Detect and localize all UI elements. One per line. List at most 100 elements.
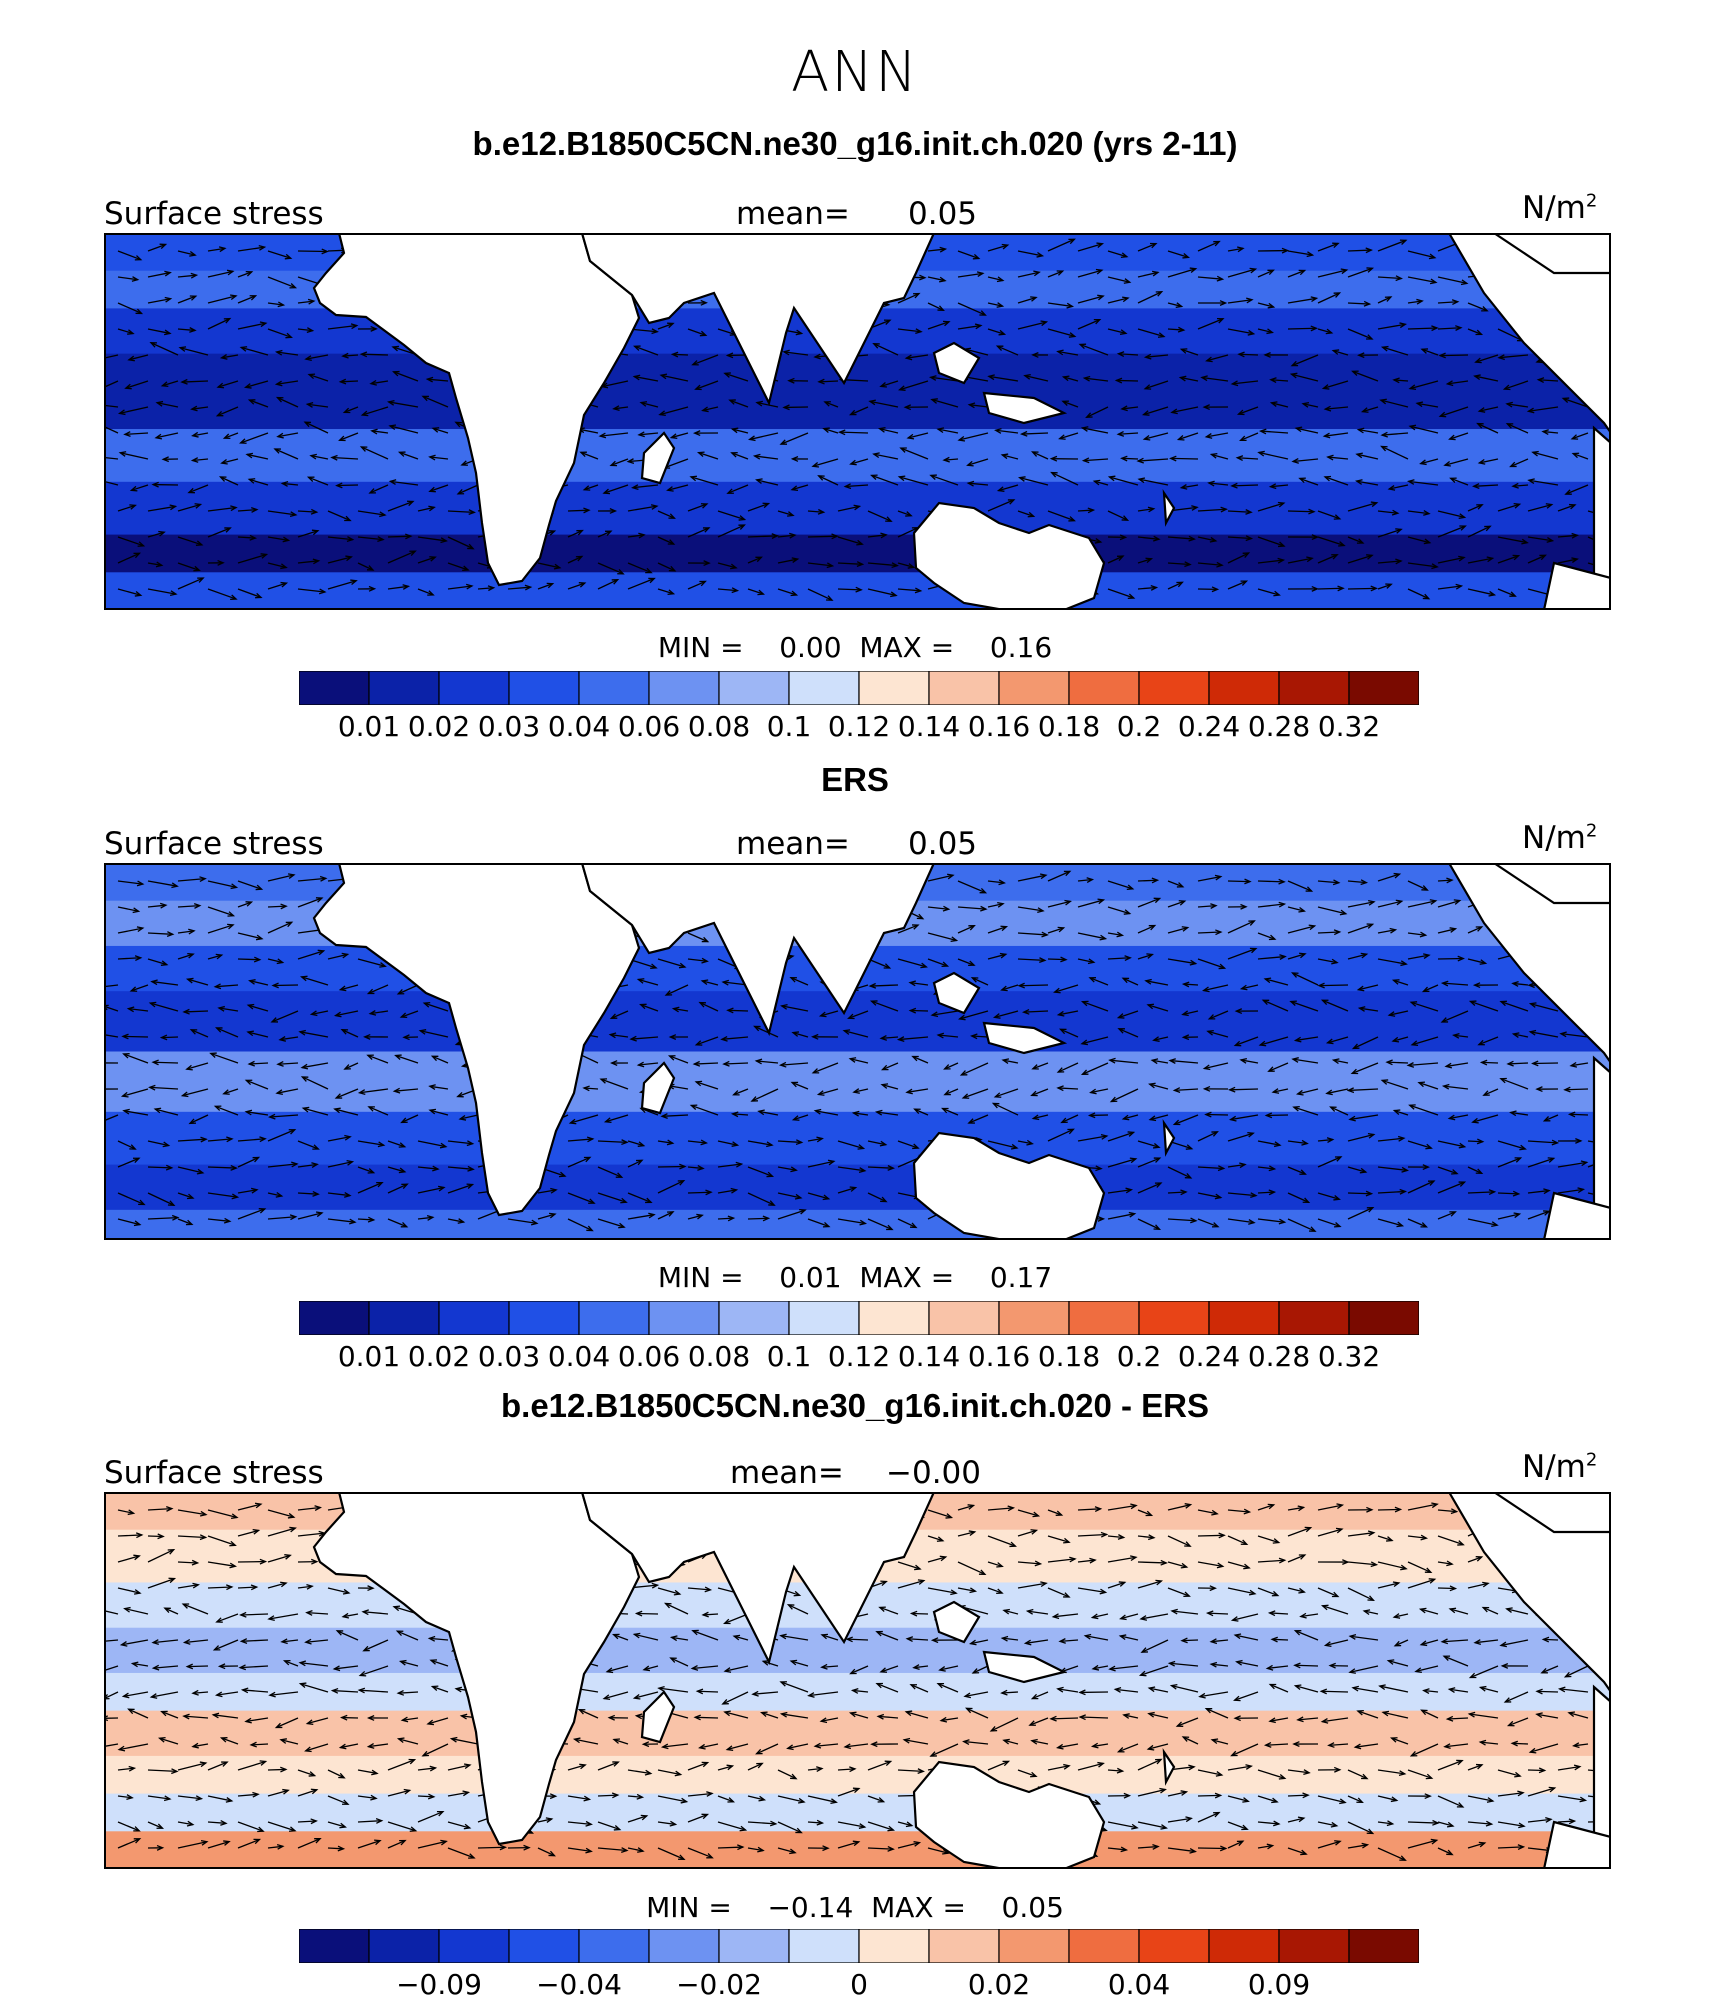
vector-arrowhead: [360, 410, 369, 417]
colorbar-swatch: [1208, 1301, 1280, 1335]
stress-vector: [306, 1611, 329, 1615]
stress-vector: [1183, 983, 1199, 986]
vector-arrowhead: [1326, 454, 1334, 461]
stress-vector: [1536, 1690, 1559, 1693]
vector-arrowhead: [230, 594, 238, 601]
stress-vector: [634, 375, 659, 382]
colorbar-tick-label: 0.03: [477, 1340, 541, 1373]
vector-arrowhead: [936, 1536, 945, 1542]
stress-vector: [1144, 380, 1169, 390]
vector-arrowhead: [338, 985, 347, 992]
stress-vector: [630, 1036, 659, 1040]
vector-arrowhead: [568, 1118, 577, 1125]
vector-arrowhead: [1394, 1506, 1403, 1513]
stress-vector: [268, 1613, 299, 1620]
stress-vector: [987, 1587, 1003, 1594]
stress-vector: [1497, 1192, 1519, 1195]
vector-arrowhead: [1448, 434, 1456, 441]
vector-arrowhead: [1355, 452, 1363, 459]
vector-arrowhead: [182, 1713, 190, 1720]
stress-vector: [1557, 1765, 1580, 1771]
stress-vector: [267, 1821, 296, 1832]
stress-vector: [297, 510, 317, 513]
stress-vector: [357, 1820, 382, 1823]
stress-vector: [1381, 445, 1409, 460]
vector-arrowhead: [335, 482, 343, 489]
vector-arrowhead: [159, 1034, 168, 1041]
stress-vector: [297, 1163, 318, 1168]
vector-arrowhead: [181, 1603, 190, 1609]
stress-vector: [807, 535, 838, 538]
stress-vector: [357, 510, 386, 516]
vector-arrowhead: [1214, 1193, 1223, 1200]
stress-vector: [237, 1503, 262, 1511]
stress-vector: [867, 1192, 887, 1203]
vector-arrowhead: [1189, 267, 1198, 274]
vector-arrowhead: [1007, 499, 1016, 505]
panel-2-mean-value: 0.05: [908, 826, 978, 862]
vector-arrowhead: [1431, 325, 1439, 332]
vector-arrowhead: [1064, 899, 1072, 906]
stress-vector: [1348, 1088, 1379, 1092]
stress-vector: [1497, 1821, 1525, 1827]
vector-arrowhead: [1499, 1000, 1508, 1007]
stress-vector: [756, 1060, 779, 1064]
stress-vector: [998, 484, 1019, 492]
vector-arrowhead: [1056, 1067, 1065, 1073]
stress-vector: [1407, 300, 1423, 304]
stress-vector: [749, 432, 779, 441]
vector-arrowhead: [1214, 1792, 1223, 1799]
stress-vector: [1107, 555, 1124, 564]
vector-arrowhead: [1153, 535, 1161, 542]
vector-arrowhead: [1126, 884, 1135, 891]
vector-arrowhead: [1034, 1560, 1043, 1567]
stress-vector: [1317, 292, 1340, 304]
stress-vector: [122, 1088, 149, 1097]
stress-vector: [1257, 955, 1286, 960]
vector-arrowhead: [998, 879, 1006, 886]
stress-vector: [177, 1166, 203, 1174]
vector-arrowhead: [1030, 1738, 1038, 1745]
panel-3-colorbar-ticks: −0.09 −0.04 −0.02 0 0.02 0.04 0.09: [299, 1968, 1419, 2001]
stress-vector: [1197, 562, 1223, 566]
vector-arrowhead: [859, 1219, 868, 1226]
vector-arrowhead: [309, 1010, 318, 1017]
vector-arrowhead: [1340, 268, 1349, 275]
stress-vector: [192, 458, 209, 462]
stress-band: [104, 534, 1611, 573]
vector-arrowhead: [397, 451, 406, 457]
stress-vector: [1017, 1582, 1047, 1589]
vector-arrowhead: [280, 1766, 288, 1773]
vector-arrowhead: [1278, 1557, 1287, 1564]
stress-vector: [1167, 328, 1184, 331]
vector-arrowhead: [200, 1839, 209, 1846]
vector-arrowhead: [790, 456, 799, 462]
stress-vector: [1497, 588, 1516, 597]
vector-arrowhead: [124, 383, 132, 390]
vector-arrowhead: [403, 1788, 412, 1795]
vector-arrowhead: [213, 983, 222, 990]
vector-arrowhead: [1265, 1664, 1274, 1671]
vector-arrowhead: [1178, 375, 1187, 382]
vector-arrowhead: [350, 579, 358, 586]
stress-vector: [963, 1740, 989, 1745]
stress-vector: [837, 562, 863, 565]
vector-arrowhead: [910, 1222, 918, 1229]
vector-arrowhead: [1475, 1168, 1484, 1175]
stress-vector: [267, 1192, 282, 1197]
vector-arrowhead: [1067, 1128, 1075, 1135]
stress-vector: [1530, 1743, 1559, 1753]
vector-arrowhead: [430, 1055, 439, 1062]
vector-arrowhead: [159, 243, 168, 250]
stress-vector: [717, 1821, 746, 1831]
stress-vector: [1060, 1639, 1079, 1643]
vector-arrowhead: [530, 1219, 539, 1226]
vector-arrowhead: [761, 1660, 770, 1666]
stress-vector: [357, 562, 374, 571]
vector-arrowhead: [579, 451, 587, 458]
vector-arrowhead: [1474, 357, 1482, 364]
colorbar-swatch: [858, 1929, 930, 1963]
vector-arrowhead: [1306, 251, 1315, 258]
stress-vector: [1358, 428, 1379, 434]
vector-arrowhead: [187, 487, 195, 494]
